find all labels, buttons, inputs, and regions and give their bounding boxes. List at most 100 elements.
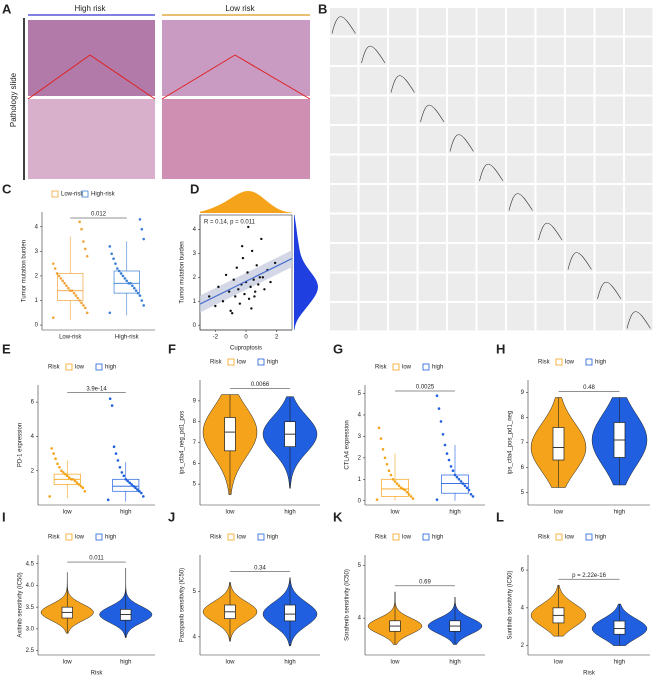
x-tick-label: low	[225, 510, 235, 516]
slide-image	[162, 20, 310, 96]
matrix-cell	[448, 8, 476, 36]
density-curve	[420, 104, 445, 123]
point	[67, 476, 71, 479]
point	[227, 290, 231, 293]
matrix-cell	[625, 244, 653, 272]
matrix-cell	[330, 8, 358, 36]
x-tick-label: high	[449, 660, 460, 666]
point	[132, 286, 136, 290]
point	[52, 262, 55, 265]
matrix-cell	[359, 155, 387, 183]
point	[85, 254, 89, 258]
y-tick-label: 9	[193, 398, 197, 404]
matrix-cell	[566, 244, 594, 272]
point	[263, 288, 266, 291]
matrix-cell	[595, 273, 623, 301]
matrix-cell	[566, 155, 594, 183]
legend-label: high	[105, 535, 116, 541]
matrix-cell	[389, 8, 417, 36]
point	[75, 481, 79, 485]
matrix-cell	[359, 214, 387, 242]
y-tick-label: 2	[31, 468, 35, 474]
point	[128, 481, 131, 485]
box	[441, 474, 469, 494]
matrix-cell	[448, 185, 476, 213]
point	[73, 479, 77, 483]
point	[247, 225, 250, 229]
point	[84, 306, 87, 310]
point	[441, 432, 445, 436]
panel-letter: A	[2, 1, 12, 16]
point	[112, 445, 116, 449]
point	[443, 443, 447, 447]
matrix-cell	[330, 303, 358, 331]
box	[381, 478, 409, 497]
density-curve	[361, 45, 386, 64]
matrix-cell	[418, 8, 446, 36]
annotation: R = 0.14, p = 0.011	[204, 220, 256, 226]
point	[67, 286, 70, 290]
matrix-cell	[566, 96, 594, 124]
matrix-cell	[625, 273, 653, 301]
point	[142, 304, 145, 307]
matrix-cell	[359, 273, 387, 301]
legend-swatch	[422, 363, 430, 371]
point	[221, 300, 225, 303]
zoom-image	[162, 99, 310, 179]
x-tick-label: 0	[244, 335, 248, 341]
point	[249, 285, 252, 289]
point	[240, 244, 244, 248]
matrix-cell	[389, 303, 417, 331]
legend-label: high	[432, 535, 443, 541]
point	[246, 271, 249, 274]
point	[82, 240, 85, 243]
point	[447, 458, 451, 462]
legend-title: Risk	[538, 535, 551, 541]
y-tick-label: 5	[521, 490, 525, 496]
point	[229, 309, 232, 313]
point	[106, 498, 110, 502]
legend-swatch	[227, 358, 235, 366]
y-tick-label: 2	[358, 455, 362, 461]
matrix-cell	[418, 214, 446, 242]
legend-label: low	[402, 365, 412, 371]
matrix-cell	[595, 8, 623, 36]
point	[134, 486, 137, 490]
legend-swatch	[81, 190, 89, 198]
legend-title: Risk	[48, 365, 61, 371]
point	[247, 297, 251, 301]
point	[116, 267, 119, 270]
legend-label: high	[267, 360, 278, 366]
point	[214, 304, 217, 308]
y-tick-label: 5	[193, 589, 197, 595]
density-curve	[479, 163, 504, 182]
x-tick-label: high	[120, 510, 131, 516]
point	[224, 273, 228, 277]
legend-label: low	[75, 365, 85, 371]
matrix-cell	[359, 126, 387, 154]
legend-swatch	[257, 533, 265, 541]
x-axis-label: Risk	[91, 671, 104, 675]
matrix-cell	[625, 303, 653, 331]
p-value: 3.9e-14	[86, 386, 107, 392]
matrix-cell	[566, 8, 594, 36]
point	[445, 452, 449, 455]
point	[254, 290, 257, 293]
legend-label: high	[595, 360, 606, 366]
matrix-cell	[566, 67, 594, 95]
point	[80, 227, 83, 231]
panel-letter: B	[318, 1, 327, 16]
y-tick-label: 4.5	[26, 561, 35, 567]
point	[57, 274, 61, 278]
legend-swatch	[95, 363, 103, 371]
matrix-cell	[389, 214, 417, 242]
point	[385, 462, 389, 466]
legend-title: Risk	[48, 535, 61, 541]
point	[58, 465, 61, 469]
matrix-cell	[448, 244, 476, 272]
y-tick-label: 3	[35, 249, 39, 255]
y-tick-label: 6	[31, 400, 35, 406]
y-axis-label: PD-1 expression	[18, 423, 24, 467]
point	[118, 465, 122, 469]
matrix-cell	[330, 273, 358, 301]
